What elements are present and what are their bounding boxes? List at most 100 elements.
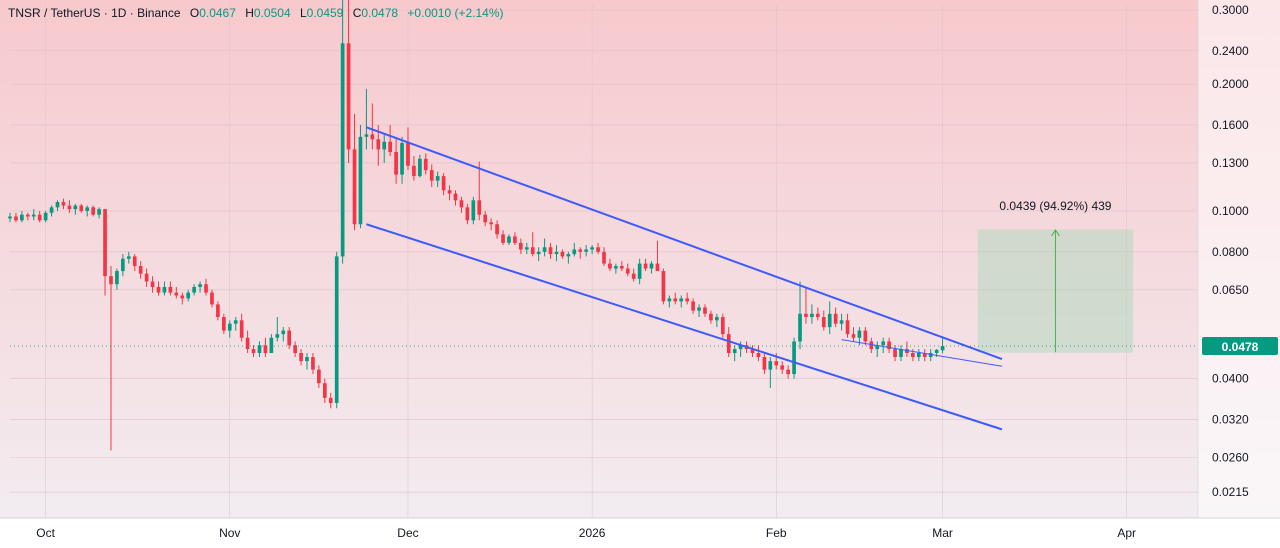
candle: [922, 349, 927, 362]
candle: [31, 209, 36, 221]
candle: [703, 304, 707, 318]
candle-body: [916, 353, 921, 358]
candle-body: [299, 353, 303, 362]
candle: [358, 124, 363, 229]
candle-body: [536, 251, 541, 255]
candle-body: [625, 268, 630, 274]
candle: [762, 353, 767, 375]
candle: [429, 164, 434, 187]
candle-body: [8, 216, 12, 219]
price-tick-label: 0.1600: [1212, 118, 1249, 132]
symbol-title[interactable]: TNSR / TetherUS · 1D · Binance: [8, 6, 181, 20]
candle-body: [221, 317, 226, 331]
change-value: +0.0010 (+2.14%): [407, 6, 504, 20]
candle-body: [340, 43, 345, 257]
candle-body: [703, 307, 707, 314]
candle: [851, 327, 856, 342]
candle: [554, 245, 559, 262]
candle-body: [501, 234, 505, 243]
candle-body: [542, 247, 547, 252]
price-range-arrowhead: [1051, 229, 1060, 237]
candle: [275, 317, 280, 342]
candle-body: [715, 317, 719, 321]
candle-body: [162, 286, 167, 293]
candle: [619, 261, 624, 272]
channel-upper-trendline[interactable]: [366, 126, 1003, 361]
candle-body: [833, 313, 838, 324]
candle-body: [79, 205, 84, 211]
candle-body: [887, 341, 891, 350]
candle: [839, 313, 844, 331]
candle-body: [55, 202, 60, 208]
price-tick-label: 0.0650: [1212, 283, 1249, 297]
candle: [216, 301, 220, 321]
candle-body: [121, 258, 125, 272]
wedge-lower-trendline[interactable]: [841, 339, 1003, 367]
time-tick-label: Feb: [766, 526, 787, 540]
candle-body: [382, 141, 387, 150]
candle-body: [257, 345, 262, 354]
candle-body: [798, 313, 802, 342]
candle: [144, 268, 149, 287]
candle-body: [756, 353, 761, 358]
candle-body: [720, 317, 725, 335]
candle: [340, 0, 345, 264]
candle: [518, 238, 523, 255]
candle: [55, 200, 60, 211]
candle-body: [661, 271, 666, 302]
candle-body: [406, 142, 410, 166]
candle: [25, 212, 30, 221]
candle: [37, 210, 42, 223]
candle: [394, 136, 398, 184]
candle: [49, 205, 54, 217]
candle: [483, 210, 488, 227]
candle: [679, 295, 684, 308]
candle: [174, 286, 179, 299]
candle-body: [168, 286, 173, 293]
candle: [115, 268, 119, 290]
candle: [328, 392, 333, 409]
candle: [542, 238, 547, 257]
candle-body: [328, 397, 333, 404]
candle-body: [293, 345, 297, 354]
candle-body: [875, 345, 880, 350]
candle: [887, 337, 891, 354]
candle-body: [881, 341, 886, 346]
candle: [548, 242, 553, 259]
candle: [643, 258, 648, 272]
candle-body: [810, 313, 814, 318]
candle: [875, 341, 880, 358]
candle-body: [287, 330, 292, 346]
candle-body: [281, 330, 286, 335]
candle: [697, 304, 701, 318]
candle: [43, 210, 48, 223]
candle-body: [815, 313, 820, 318]
price-tick-label: 0.0800: [1212, 245, 1249, 259]
candle: [322, 378, 327, 404]
candle: [79, 203, 84, 213]
candle-body: [518, 242, 523, 250]
candle: [596, 242, 600, 255]
candle-body: [447, 190, 452, 194]
channel-lower-trendline[interactable]: [366, 223, 1003, 431]
candle-body: [429, 170, 434, 181]
candle: [204, 278, 208, 296]
candle-body: [388, 141, 393, 153]
candle-body: [43, 212, 48, 221]
candle-body: [233, 320, 238, 324]
candle-body: [91, 207, 96, 215]
candle: [928, 349, 933, 362]
candle-body: [732, 349, 737, 354]
time-tick-label: 2026: [579, 526, 606, 540]
candle-body: [67, 205, 72, 210]
candle: [293, 341, 297, 358]
candle: [269, 334, 274, 354]
candle-body: [524, 247, 529, 250]
candle-body: [869, 341, 874, 350]
candle-body: [827, 313, 832, 328]
candle: [536, 247, 541, 262]
candle-body: [649, 263, 654, 269]
candle-body: [311, 357, 315, 370]
